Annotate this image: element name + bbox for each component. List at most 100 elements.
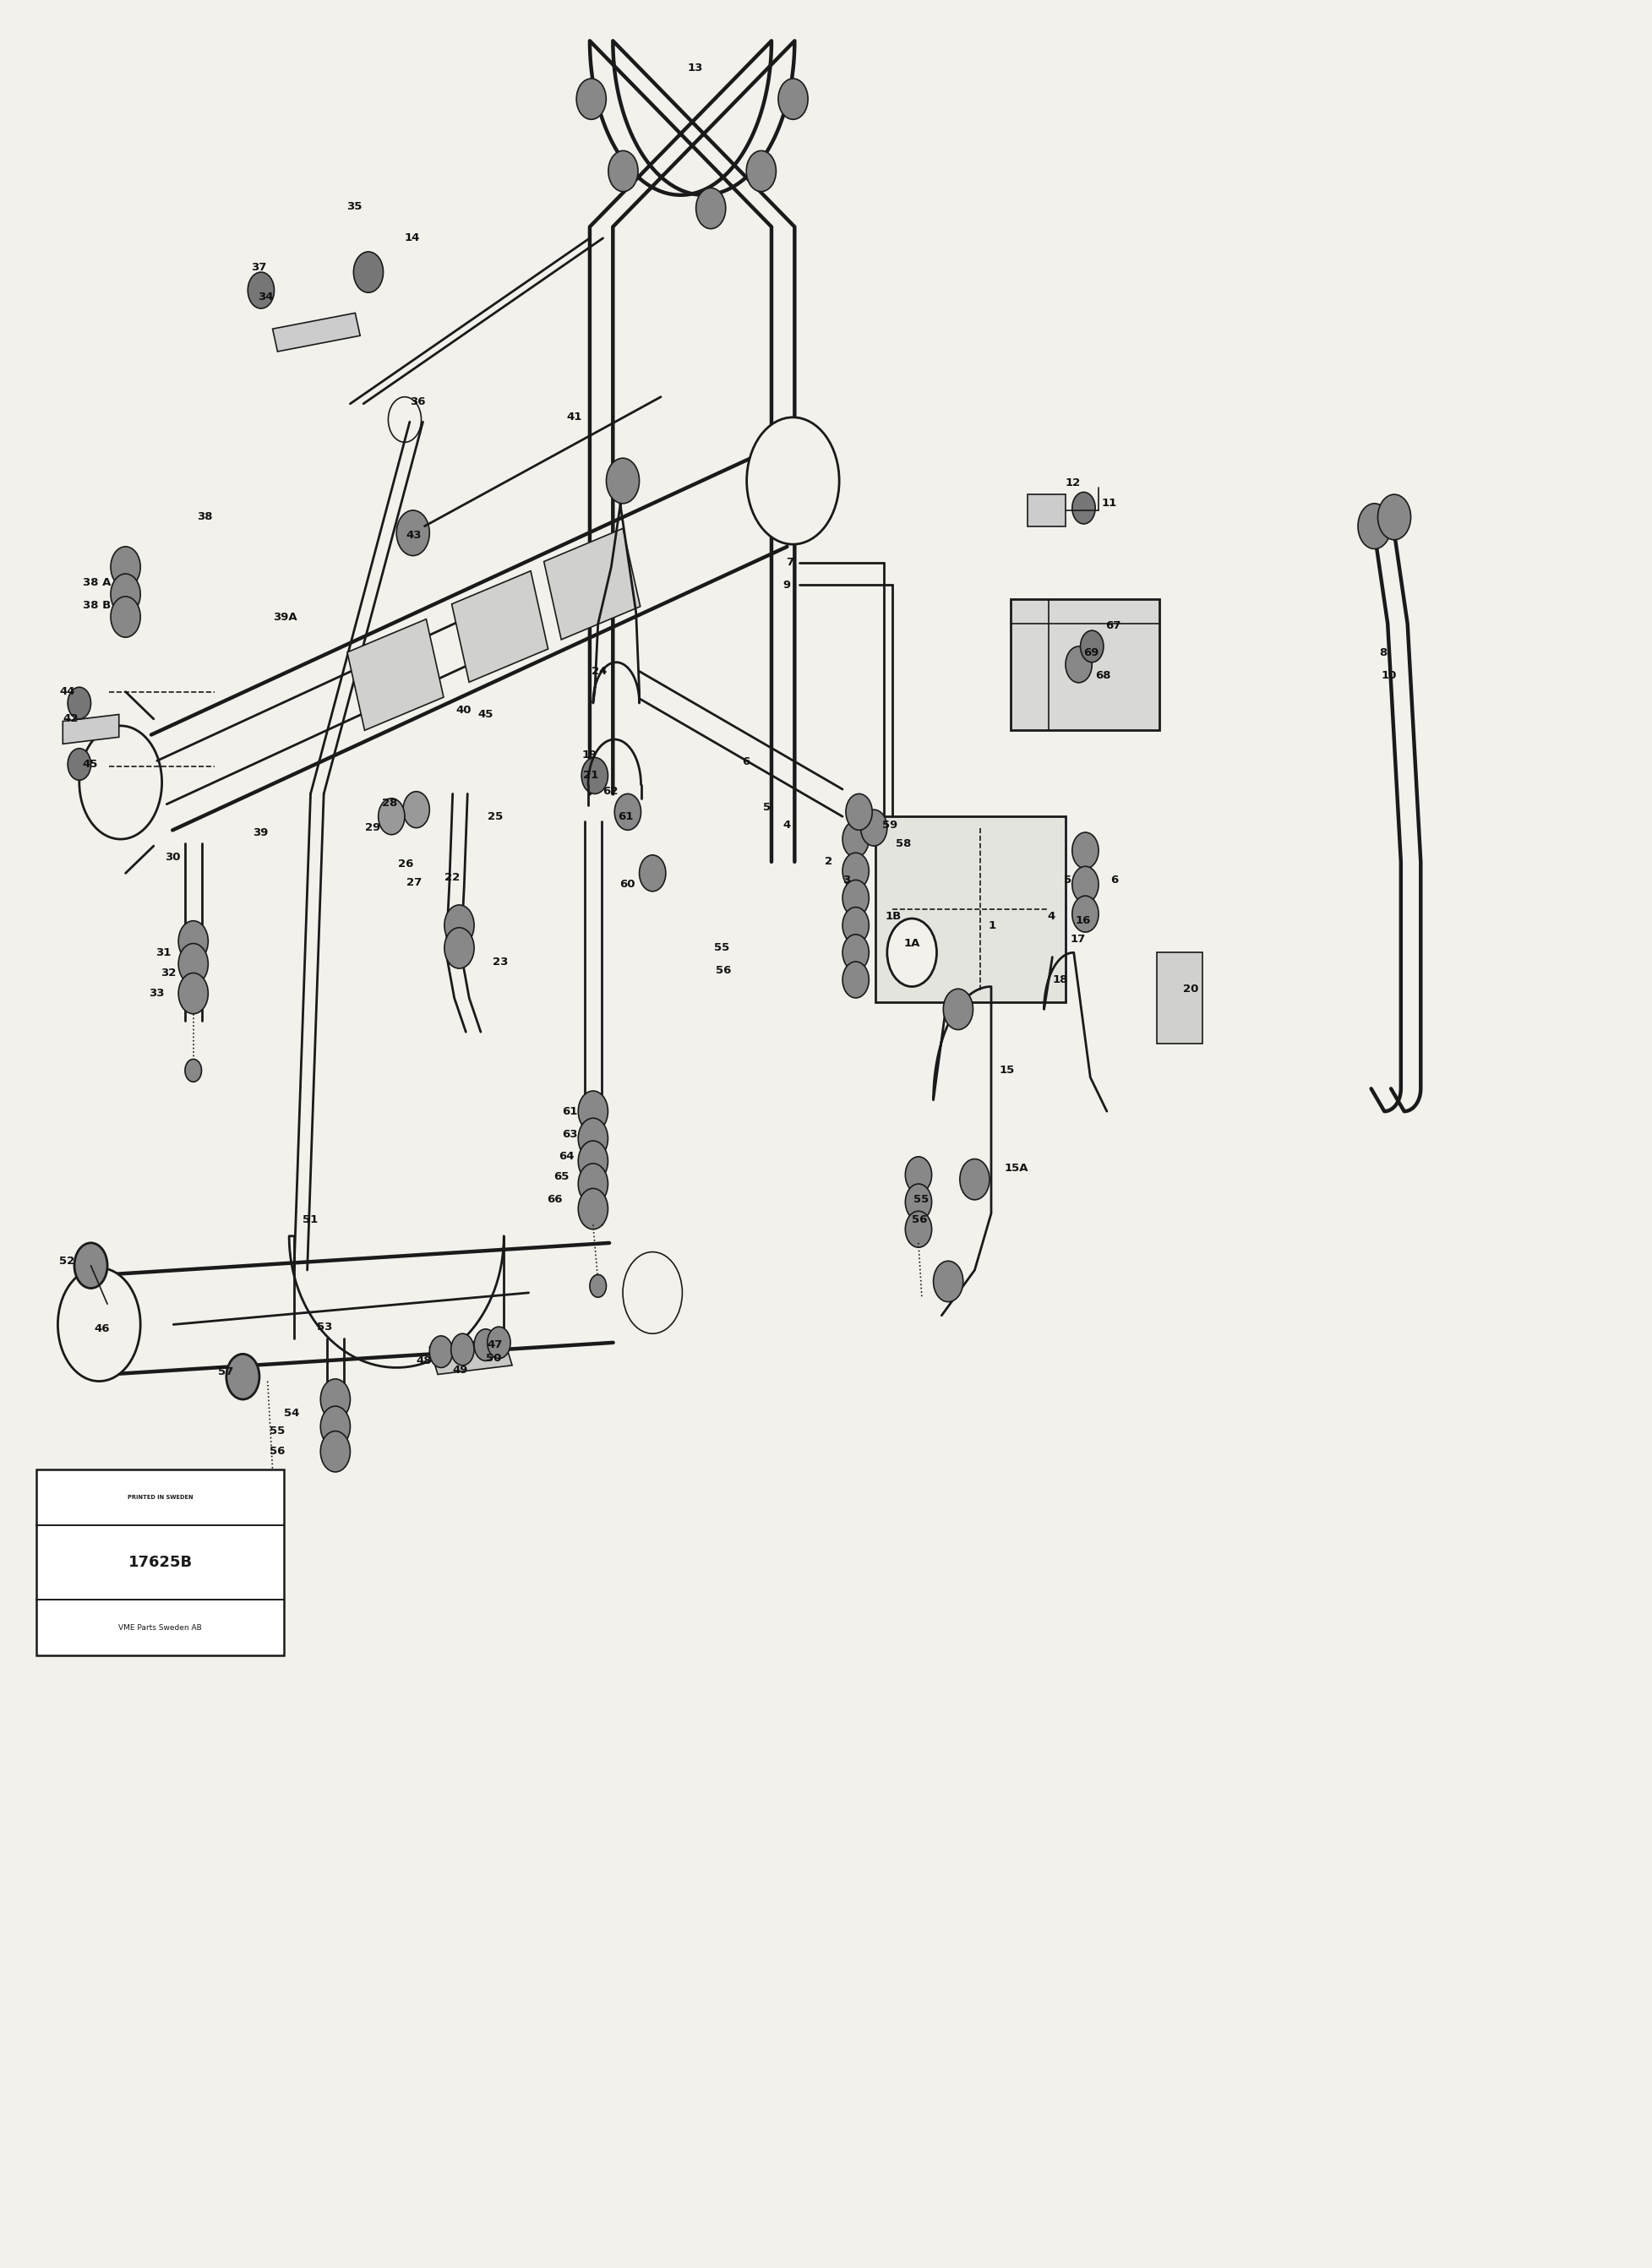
Circle shape bbox=[606, 458, 639, 503]
Text: 4: 4 bbox=[783, 821, 791, 830]
Text: 18: 18 bbox=[1052, 975, 1067, 984]
Circle shape bbox=[403, 792, 430, 828]
Text: 7: 7 bbox=[786, 558, 795, 567]
Text: 23: 23 bbox=[492, 957, 507, 966]
Text: 58: 58 bbox=[895, 839, 910, 848]
Text: 1: 1 bbox=[988, 921, 996, 930]
Circle shape bbox=[582, 758, 608, 794]
Text: 44: 44 bbox=[59, 687, 74, 696]
Text: 65: 65 bbox=[553, 1173, 568, 1182]
Polygon shape bbox=[273, 313, 360, 352]
Text: 12: 12 bbox=[1066, 479, 1080, 488]
Text: 63: 63 bbox=[562, 1129, 577, 1139]
Circle shape bbox=[58, 1268, 140, 1381]
Circle shape bbox=[578, 1188, 608, 1229]
Circle shape bbox=[320, 1431, 350, 1472]
Text: 4: 4 bbox=[1047, 912, 1056, 921]
Circle shape bbox=[451, 1334, 474, 1365]
Text: 16: 16 bbox=[1075, 916, 1090, 925]
Circle shape bbox=[778, 79, 808, 120]
Text: 1B: 1B bbox=[885, 912, 902, 921]
Text: 29: 29 bbox=[365, 823, 380, 832]
Circle shape bbox=[578, 1163, 608, 1204]
Text: 34: 34 bbox=[258, 293, 273, 302]
Text: 60: 60 bbox=[620, 880, 634, 889]
Text: 39: 39 bbox=[253, 828, 268, 837]
Text: 38 B: 38 B bbox=[83, 601, 111, 610]
Circle shape bbox=[905, 1157, 932, 1193]
Circle shape bbox=[111, 574, 140, 615]
Bar bbox=[876, 816, 1066, 1002]
Text: 17: 17 bbox=[1070, 934, 1085, 943]
Text: 61: 61 bbox=[562, 1107, 577, 1116]
Text: 2: 2 bbox=[824, 857, 833, 866]
Circle shape bbox=[1358, 503, 1391, 549]
Text: 45: 45 bbox=[477, 710, 492, 719]
Circle shape bbox=[843, 962, 869, 998]
Circle shape bbox=[444, 928, 474, 968]
Text: 38: 38 bbox=[197, 513, 211, 522]
Text: 33: 33 bbox=[149, 989, 164, 998]
Text: 50: 50 bbox=[486, 1354, 501, 1363]
Text: 5: 5 bbox=[1064, 875, 1072, 885]
Text: 36: 36 bbox=[410, 397, 425, 406]
Circle shape bbox=[695, 188, 725, 229]
Text: 67: 67 bbox=[1105, 621, 1120, 631]
Text: 30: 30 bbox=[165, 853, 180, 862]
Circle shape bbox=[68, 748, 91, 780]
Text: 13: 13 bbox=[687, 64, 702, 73]
Text: 17625B: 17625B bbox=[129, 1556, 192, 1569]
Text: 19: 19 bbox=[582, 751, 596, 760]
Text: 55: 55 bbox=[914, 1195, 928, 1204]
Text: 53: 53 bbox=[317, 1322, 332, 1331]
Text: 57: 57 bbox=[218, 1368, 233, 1377]
Circle shape bbox=[843, 853, 869, 889]
Circle shape bbox=[577, 79, 606, 120]
Circle shape bbox=[905, 1184, 932, 1220]
Polygon shape bbox=[1028, 494, 1066, 526]
Circle shape bbox=[354, 252, 383, 293]
Circle shape bbox=[843, 934, 869, 971]
Text: 47: 47 bbox=[487, 1340, 502, 1349]
Text: 6: 6 bbox=[1110, 875, 1118, 885]
Text: 21: 21 bbox=[583, 771, 598, 780]
Circle shape bbox=[887, 919, 937, 987]
Text: 26: 26 bbox=[398, 860, 413, 869]
Bar bbox=[36, 1470, 284, 1656]
Text: 42: 42 bbox=[63, 714, 78, 723]
Text: 15: 15 bbox=[999, 1066, 1014, 1075]
Circle shape bbox=[933, 1261, 963, 1302]
Text: 55: 55 bbox=[269, 1427, 284, 1436]
Circle shape bbox=[747, 417, 839, 544]
Circle shape bbox=[1072, 866, 1099, 903]
Circle shape bbox=[178, 921, 208, 962]
Text: 64: 64 bbox=[558, 1152, 573, 1161]
Circle shape bbox=[1072, 832, 1099, 869]
Text: 1A: 1A bbox=[904, 939, 920, 948]
Circle shape bbox=[79, 726, 162, 839]
Circle shape bbox=[747, 150, 776, 191]
Circle shape bbox=[474, 1329, 497, 1361]
Circle shape bbox=[578, 1091, 608, 1132]
Circle shape bbox=[111, 596, 140, 637]
Circle shape bbox=[608, 150, 638, 191]
Circle shape bbox=[623, 1252, 682, 1334]
Circle shape bbox=[1080, 631, 1104, 662]
Text: 5: 5 bbox=[763, 803, 771, 812]
Text: 66: 66 bbox=[547, 1195, 562, 1204]
Text: 56: 56 bbox=[269, 1447, 284, 1456]
Circle shape bbox=[487, 1327, 510, 1359]
Text: 20: 20 bbox=[1183, 984, 1198, 993]
Text: 24: 24 bbox=[591, 667, 606, 676]
Text: 59: 59 bbox=[882, 821, 897, 830]
Circle shape bbox=[226, 1354, 259, 1399]
Text: 10: 10 bbox=[1381, 671, 1396, 680]
Text: 54: 54 bbox=[284, 1408, 299, 1418]
Circle shape bbox=[396, 510, 430, 556]
Text: 55: 55 bbox=[714, 943, 729, 953]
Text: 6: 6 bbox=[742, 758, 750, 767]
Circle shape bbox=[590, 1275, 606, 1297]
Text: 56: 56 bbox=[715, 966, 730, 975]
Text: 51: 51 bbox=[302, 1216, 317, 1225]
Circle shape bbox=[843, 821, 869, 857]
